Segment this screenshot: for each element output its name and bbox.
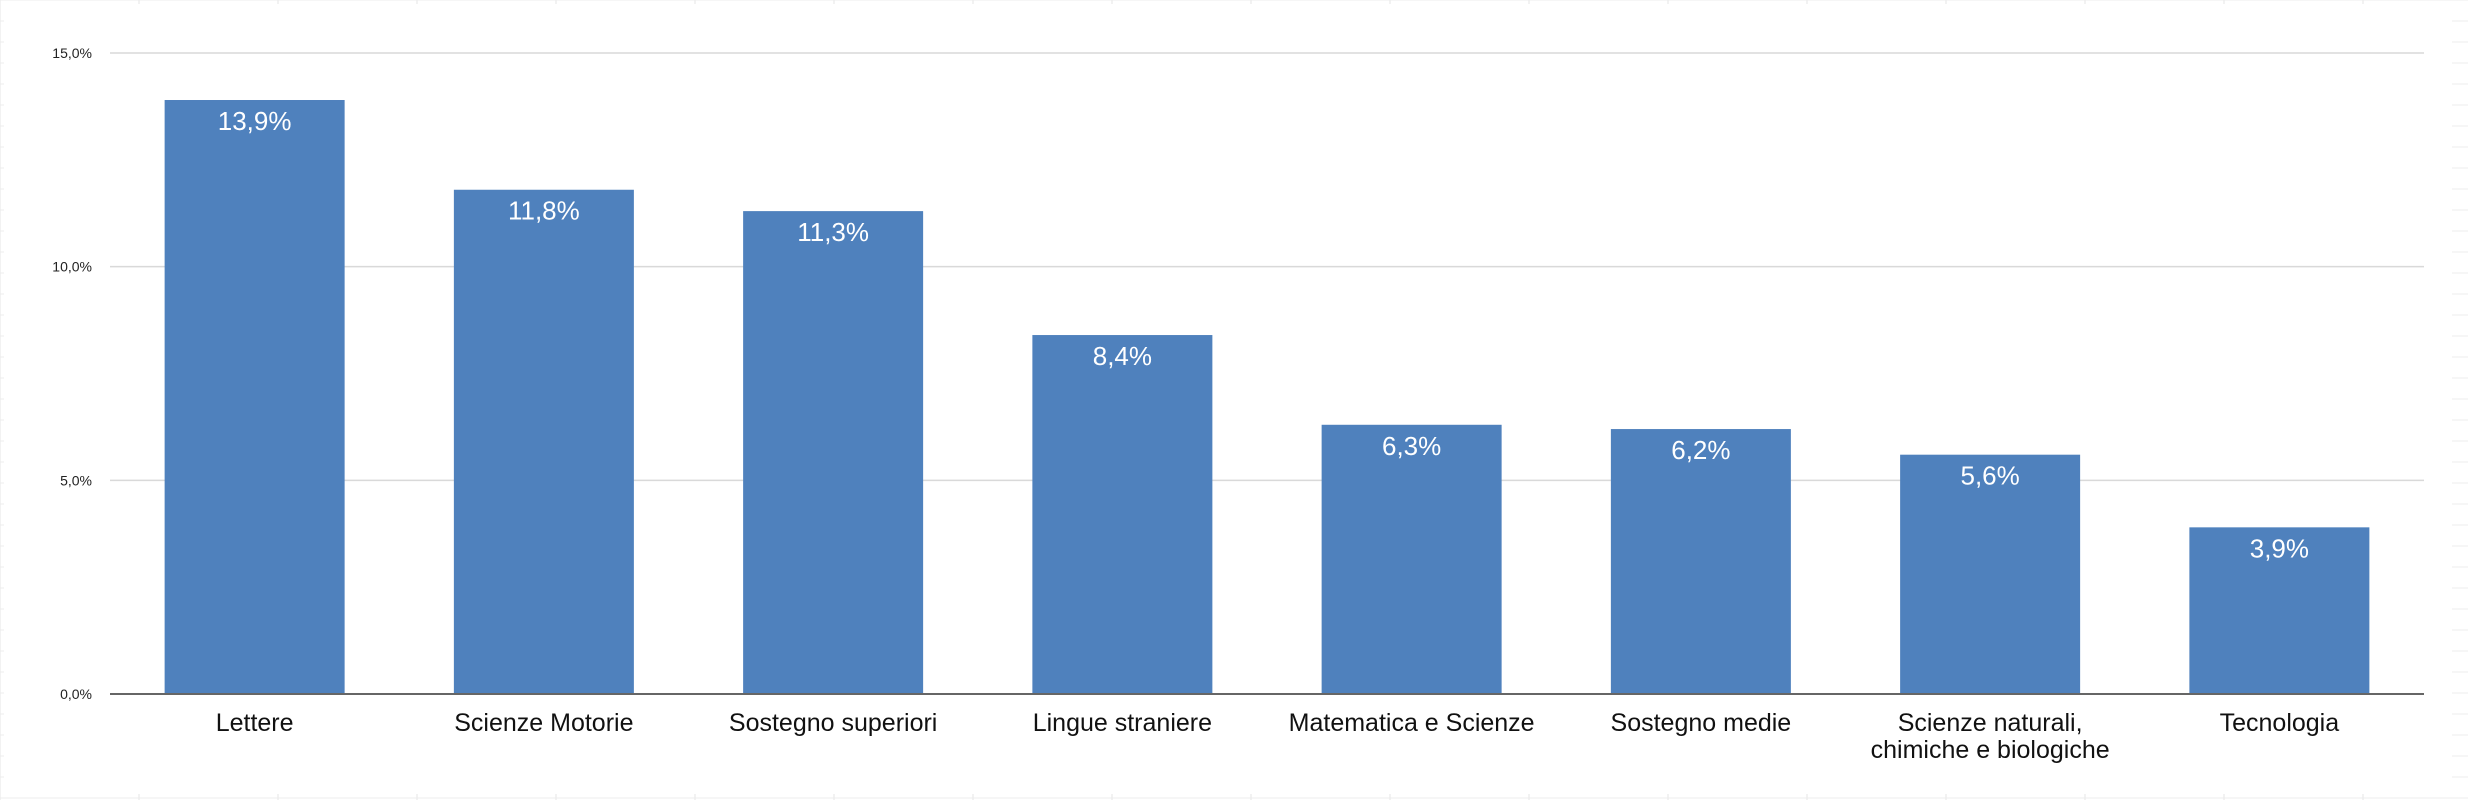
x-axis-category-labels: Lettere Scienze Motorie Sostegno superiori…: [216, 709, 2340, 764]
bar-value-label: 11,8%: [508, 196, 580, 226]
y-tick-label: 0,0%: [60, 686, 92, 702]
bar-value-label: 6,3%: [1382, 431, 1441, 461]
bar: [743, 211, 924, 694]
y-tick-label: 5,0%: [60, 472, 92, 488]
bar: [1321, 424, 1502, 694]
bar: [1900, 454, 2081, 694]
bar: [164, 100, 345, 695]
y-tick-label: 10,0%: [52, 259, 92, 275]
x-category-label: Scienze Motorie: [454, 709, 633, 737]
bar-value-label: 13,9%: [218, 106, 292, 136]
bar: [1032, 335, 1213, 694]
bar: [453, 189, 634, 694]
bar-value-label: 8,4%: [1093, 341, 1152, 371]
bar-value-label: 6,2%: [1671, 435, 1730, 465]
x-category-label: Tecnologia: [2220, 709, 2340, 737]
x-category-label: chimiche e biologiche: [1871, 736, 2110, 764]
x-category-label: Sostegno superiori: [729, 709, 937, 737]
x-category-label: Matematica e Scienze: [1289, 709, 1535, 737]
bar-value-label: 3,9%: [2250, 533, 2309, 563]
bar: [1610, 429, 1791, 694]
bar-value-labels: 13,9% 11,8% 11,3% 8,4% 6,3% 6,2% 5,6% 3,9%: [218, 106, 2309, 563]
bars: [164, 100, 2370, 695]
x-category-label: Lingue straniere: [1033, 709, 1212, 737]
y-axis-ticks: 0,0% 5,0% 10,0% 15,0%: [52, 45, 92, 702]
bar: [2189, 527, 2370, 694]
y-tick-label: 15,0%: [52, 45, 92, 61]
x-category-label: Lettere: [216, 709, 294, 737]
bar-value-label: 5,6%: [1960, 461, 2019, 491]
x-category-label: Scienze naturali,: [1898, 709, 2083, 737]
chart-area: [4, 4, 2452, 794]
bar-value-label: 11,3%: [797, 217, 869, 247]
x-category-label: Sostegno medie: [1611, 709, 1792, 737]
